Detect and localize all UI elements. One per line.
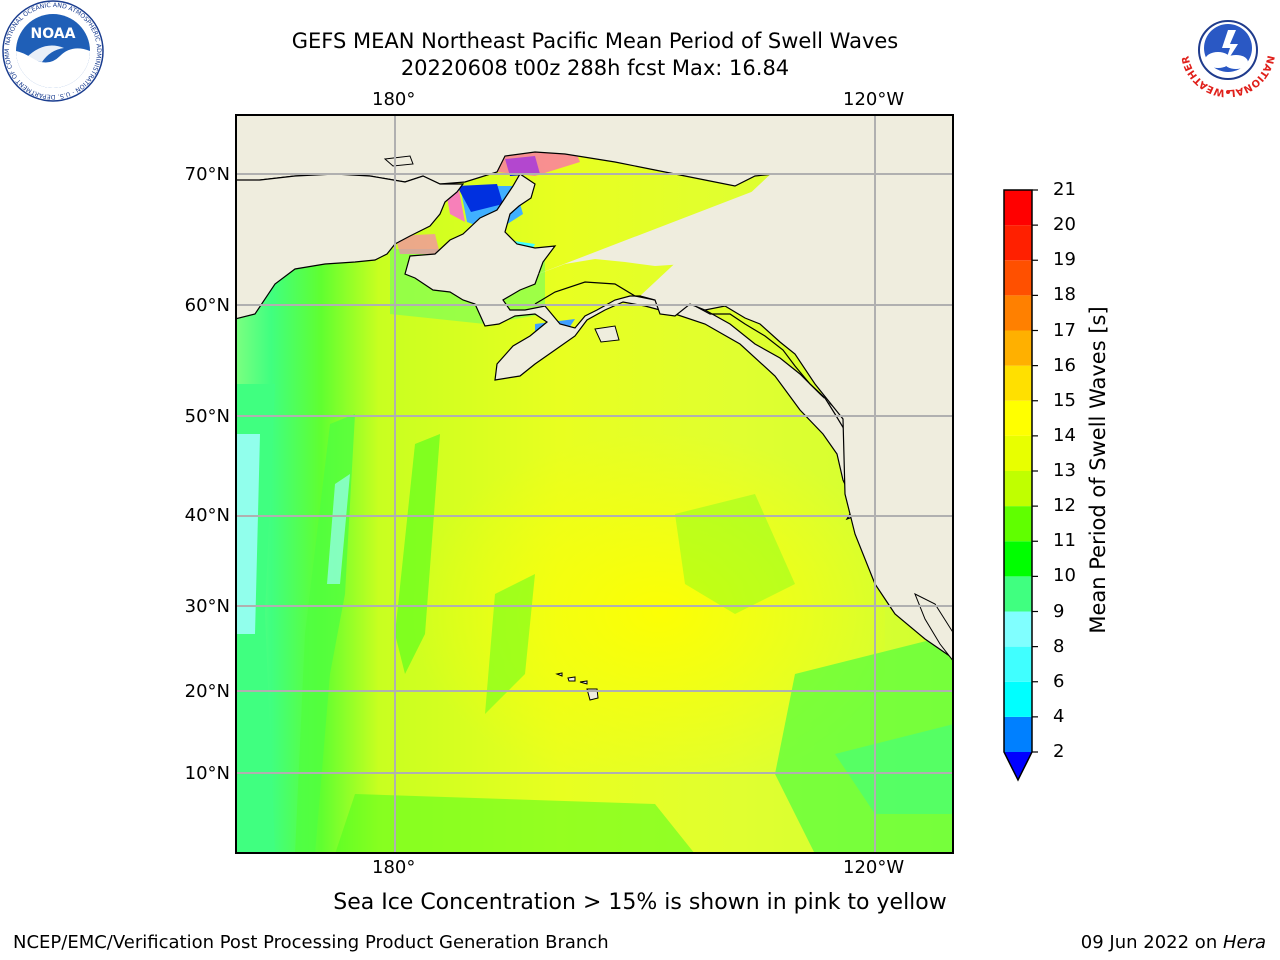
- footer-organization: NCEP/EMC/Verification Post Processing Pr…: [13, 932, 609, 953]
- lat-label-10n: 10°N: [184, 763, 230, 784]
- lat-label-60n: 60°N: [184, 295, 230, 316]
- lat-label-20n: 20°N: [184, 681, 230, 702]
- footer-date: 09 Jun 2022 on Hera: [1081, 932, 1266, 953]
- colorbar-segment: [1004, 225, 1032, 261]
- colorbar-segment: [1004, 576, 1032, 612]
- map-subtitle: 20220608 t00z 288h fcst Max: 16.84: [400, 56, 790, 80]
- footer-date-text: 09 Jun 2022 on: [1080, 932, 1223, 953]
- colorbar-title: Mean Period of Swell Waves [s]: [1086, 306, 1110, 634]
- colorbar-segment: [1004, 646, 1032, 682]
- colorbar-segment: [1004, 330, 1032, 366]
- colorbar-tick-label: 16: [1053, 354, 1076, 376]
- svg-text:NOAA: NOAA: [31, 26, 76, 42]
- colorbar: [1000, 186, 1060, 786]
- colorbar-tick-label: 11: [1053, 530, 1076, 552]
- colorbar-tick-label: 4: [1053, 705, 1065, 727]
- nws-logo: NATIONAL WEATHER SERVICE: [1174, 0, 1278, 100]
- sea-ice-note: Sea Ice Concentration > 15% is shown in …: [333, 890, 947, 915]
- colorbar-segment: [1004, 400, 1032, 436]
- colorbar-segment: [1004, 190, 1032, 226]
- colorbar-tick-label: 15: [1053, 389, 1076, 411]
- colorbar-tick-label: 19: [1053, 249, 1076, 271]
- colorbar-segment: [1004, 260, 1032, 296]
- colorbar-tick-label: 13: [1053, 460, 1076, 481]
- colorbar-tick-label: 8: [1053, 635, 1065, 657]
- lat-label-70n: 70°N: [184, 164, 230, 185]
- footer-machine: Hera: [1222, 932, 1266, 953]
- lon-label-top-120w: 120°W: [843, 89, 905, 110]
- colorbar-segment: [1004, 471, 1032, 507]
- lon-label-top-180: 180°: [372, 89, 416, 110]
- colorbar-segment: [1004, 506, 1032, 542]
- colorbar-segment: [1004, 435, 1032, 471]
- map-title: GEFS MEAN Northeast Pacific Mean Period …: [291, 29, 899, 53]
- lat-label-40n: 40°N: [184, 505, 230, 526]
- colorbar-tick-label: 18: [1053, 284, 1076, 306]
- colorbar-tick-label: 12: [1053, 495, 1076, 517]
- colorbar-tick-label: 20: [1053, 214, 1076, 236]
- lat-label-30n: 30°N: [184, 596, 230, 617]
- colorbar-segment: [1004, 541, 1032, 577]
- colorbar-tick-label: 9: [1053, 600, 1065, 622]
- lon-label-bottom-180: 180°: [372, 857, 416, 878]
- colorbar-tick-label: 17: [1053, 319, 1076, 341]
- swell-period-map: [234, 113, 955, 854]
- colorbar-segment: [1004, 365, 1032, 401]
- lon-label-bottom-120w: 120°W: [843, 857, 905, 878]
- colorbar-extend-triangle: [1004, 752, 1032, 780]
- colorbar-tick-label: 21: [1053, 179, 1076, 200]
- colorbar-segment: [1004, 716, 1032, 752]
- colorbar-segment: [1004, 681, 1032, 717]
- noaa-logo: NATIONAL OCEANIC AND ATMOSPHERIC ADMINIS…: [0, 0, 104, 102]
- colorbar-tick-label: 2: [1053, 741, 1065, 762]
- colorbar-segment: [1004, 295, 1032, 331]
- lat-label-50n: 50°N: [184, 406, 230, 427]
- colorbar-tick-label: 6: [1053, 670, 1065, 692]
- colorbar-tick-label: 10: [1053, 565, 1076, 587]
- colorbar-tick-label: 14: [1053, 424, 1076, 446]
- colorbar-segment: [1004, 611, 1032, 647]
